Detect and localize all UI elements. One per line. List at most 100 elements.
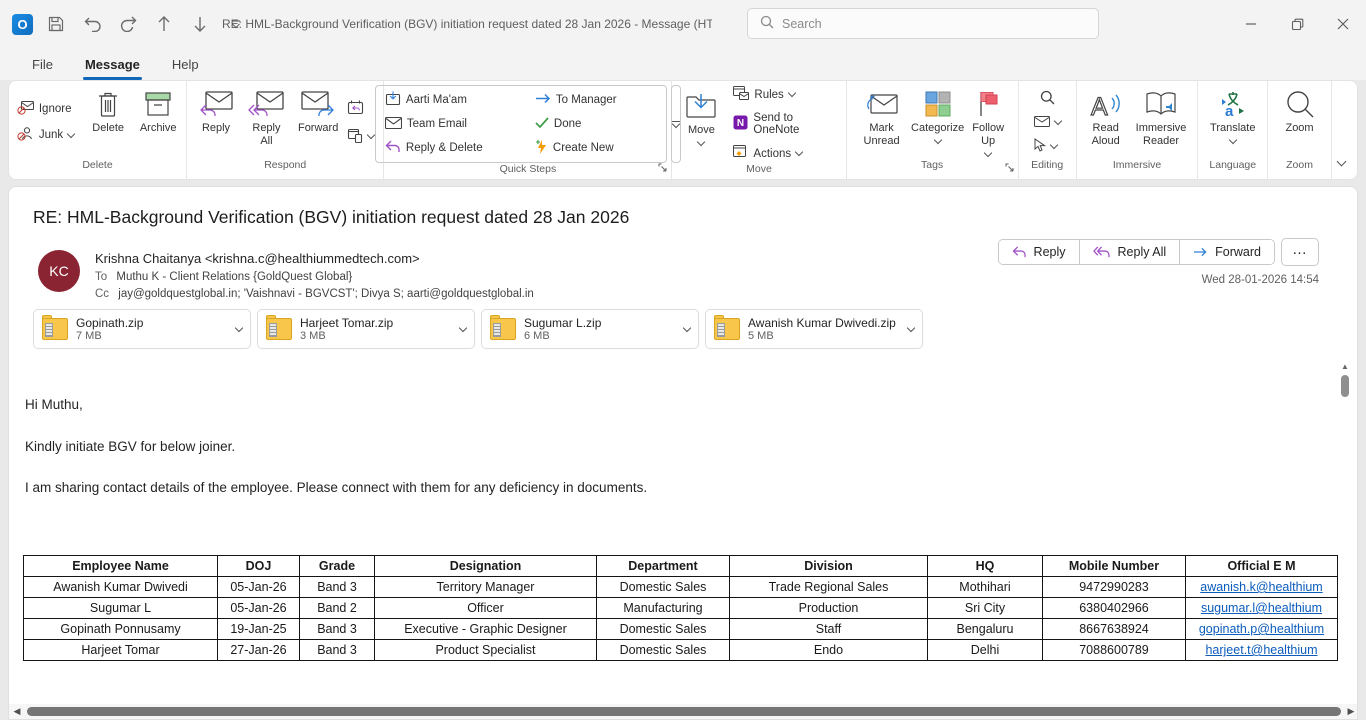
move-button[interactable]: Move bbox=[678, 88, 724, 160]
zoom-group-label: Zoom bbox=[1268, 159, 1331, 179]
find-button[interactable] bbox=[1031, 89, 1064, 109]
junk-dropdown-icon bbox=[67, 129, 75, 137]
horizontal-scrollbar[interactable]: ◀ ▶ bbox=[9, 704, 1358, 719]
title-bar: O bbox=[0, 0, 1366, 48]
email-link[interactable]: harjeet.t@healthium bbox=[1205, 643, 1317, 657]
to-recipients[interactable]: To Muthu K - Client Relations {GoldQuest… bbox=[95, 271, 352, 283]
attachment-dropdown-icon[interactable] bbox=[683, 323, 691, 331]
col-doj: DOJ bbox=[218, 556, 300, 577]
scroll-right-icon[interactable]: ▶ bbox=[1343, 706, 1358, 717]
quick-steps-gallery: Aarti Ma'am Team Email bbox=[375, 85, 667, 163]
forward-button[interactable]: Forward bbox=[294, 86, 343, 158]
ribbon-tab-bar: File Message Help bbox=[0, 48, 1366, 80]
ribbon-group-editing: Editing bbox=[1019, 81, 1077, 179]
vertical-scrollbar[interactable]: ▲ ▼ bbox=[1338, 359, 1352, 720]
categorize-button[interactable]: Categorize bbox=[913, 86, 963, 158]
minimize-button[interactable] bbox=[1228, 0, 1274, 48]
attachment-chip[interactable]: Harjeet Tomar.zip 3 MB bbox=[257, 309, 475, 349]
mark-unread-button[interactable]: Mark Unread bbox=[853, 86, 911, 158]
attachment-dropdown-icon[interactable] bbox=[459, 323, 467, 331]
share-button[interactable] bbox=[344, 126, 377, 147]
delete-button[interactable]: Delete bbox=[85, 86, 131, 158]
restore-button[interactable] bbox=[1274, 0, 1320, 48]
message-date: Wed 28-01-2026 14:54 bbox=[1202, 274, 1319, 286]
actions-icon bbox=[733, 145, 748, 162]
tags-dialog-launcher-icon[interactable] bbox=[1005, 163, 1014, 175]
related-button[interactable] bbox=[1031, 115, 1064, 131]
reply-button[interactable]: Reply bbox=[193, 86, 239, 158]
attachment-chip[interactable]: Awanish Kumar Dwivedi.zip 5 MB bbox=[705, 309, 923, 349]
send-to-onenote-button[interactable]: N Send to OneNote bbox=[730, 111, 839, 137]
translate-dropdown-icon bbox=[1228, 136, 1236, 144]
quick-step-aarti-maam[interactable]: Aarti Ma'am bbox=[382, 90, 532, 110]
language-group-label: Language bbox=[1198, 159, 1267, 179]
col-official-email: Official E M bbox=[1186, 556, 1338, 577]
categorize-dropdown-icon bbox=[933, 136, 941, 144]
tab-message[interactable]: Message bbox=[73, 53, 152, 76]
horizontal-scroll-thumb[interactable] bbox=[27, 707, 1341, 716]
save-icon[interactable] bbox=[43, 11, 69, 37]
forward-message-button[interactable]: Forward bbox=[1180, 240, 1274, 264]
col-grade: Grade bbox=[300, 556, 375, 577]
redo-icon[interactable] bbox=[115, 11, 141, 37]
junk-button[interactable]: Junk bbox=[14, 126, 77, 145]
meeting-icon bbox=[347, 99, 364, 118]
sender-avatar[interactable]: KC bbox=[38, 250, 80, 292]
reply-all-button[interactable]: Reply All bbox=[241, 86, 292, 158]
tab-file[interactable]: File bbox=[20, 53, 65, 76]
actions-button[interactable]: Actions bbox=[730, 144, 839, 163]
search-input[interactable]: Search bbox=[747, 8, 1099, 39]
attachment-chip[interactable]: Sugumar L.zip 6 MB bbox=[481, 309, 699, 349]
rules-button[interactable]: Rules bbox=[730, 85, 839, 104]
quick-step-create-new[interactable]: Create New bbox=[532, 139, 660, 158]
rules-dropdown-icon bbox=[788, 89, 796, 97]
email-link[interactable]: awanish.k@healthium bbox=[1200, 580, 1322, 594]
move-down-icon[interactable] bbox=[187, 11, 213, 37]
translate-button[interactable]: a Translate bbox=[1205, 86, 1260, 158]
quick-step-to-manager[interactable]: To Manager bbox=[532, 92, 660, 108]
email-link[interactable]: gopinath.p@healthium bbox=[1199, 622, 1324, 636]
quick-steps-dialog-launcher-icon[interactable] bbox=[658, 163, 667, 175]
zip-file-icon bbox=[490, 318, 516, 340]
meeting-button[interactable] bbox=[344, 98, 377, 119]
attachment-dropdown-icon[interactable] bbox=[235, 323, 243, 331]
move-up-icon[interactable] bbox=[151, 11, 177, 37]
col-mobile-number: Mobile Number bbox=[1043, 556, 1186, 577]
archive-button[interactable]: Archive bbox=[135, 86, 181, 158]
email-link[interactable]: sugumar.l@healthium bbox=[1201, 601, 1322, 615]
quick-step-done[interactable]: Done bbox=[532, 116, 660, 132]
scroll-up-icon[interactable]: ▲ bbox=[1338, 359, 1352, 373]
select-button[interactable] bbox=[1031, 137, 1064, 156]
cc-recipients[interactable]: Cc jay@goldquestglobal.in; 'Vaishnavi - … bbox=[95, 288, 534, 300]
vertical-scroll-thumb[interactable] bbox=[1341, 375, 1349, 397]
quick-step-team-email[interactable]: Team Email bbox=[382, 116, 532, 133]
immersive-reader-button[interactable]: Immersive Reader bbox=[1131, 86, 1192, 158]
scroll-left-icon[interactable]: ◀ bbox=[9, 706, 25, 717]
attachment-dropdown-icon[interactable] bbox=[907, 323, 915, 331]
ribbon-group-immersive: A Read Aloud Immersive Reader bbox=[1077, 81, 1199, 179]
undo-icon[interactable] bbox=[79, 11, 105, 37]
zip-file-icon bbox=[266, 318, 292, 340]
read-aloud-button[interactable]: A Read Aloud bbox=[1083, 86, 1129, 158]
ignore-button[interactable]: Ignore bbox=[14, 100, 77, 119]
reply-message-button[interactable]: Reply bbox=[999, 240, 1080, 264]
move-to-folder-icon bbox=[385, 91, 401, 109]
ribbon-group-delete: Ignore Junk bbox=[9, 81, 187, 179]
quick-step-reply-delete[interactable]: Reply & Delete bbox=[382, 139, 532, 157]
sender-name-email[interactable]: Krishna Chaitanya <krishna.c@healthiumme… bbox=[95, 251, 420, 266]
attachment-chip[interactable]: Gopinath.zip 7 MB bbox=[33, 309, 251, 349]
message-subject: RE: HML-Background Verification (BGV) in… bbox=[33, 207, 629, 228]
share-icon bbox=[347, 127, 363, 146]
zoom-button[interactable]: Zoom bbox=[1277, 86, 1323, 158]
reply-all-message-button[interactable]: Reply All bbox=[1080, 240, 1181, 264]
ribbon-group-respond: Reply Reply All bbox=[187, 81, 384, 179]
search-placeholder: Search bbox=[782, 17, 822, 31]
svg-text:a: a bbox=[1225, 103, 1234, 118]
categorize-icon bbox=[925, 88, 951, 120]
related-dropdown-icon bbox=[1053, 117, 1061, 125]
follow-up-button[interactable]: Follow Up bbox=[965, 86, 1012, 158]
more-actions-button[interactable]: … bbox=[1281, 238, 1319, 266]
close-button[interactable] bbox=[1320, 0, 1366, 48]
collapse-ribbon-button[interactable] bbox=[1332, 81, 1357, 179]
tab-help[interactable]: Help bbox=[160, 53, 211, 76]
